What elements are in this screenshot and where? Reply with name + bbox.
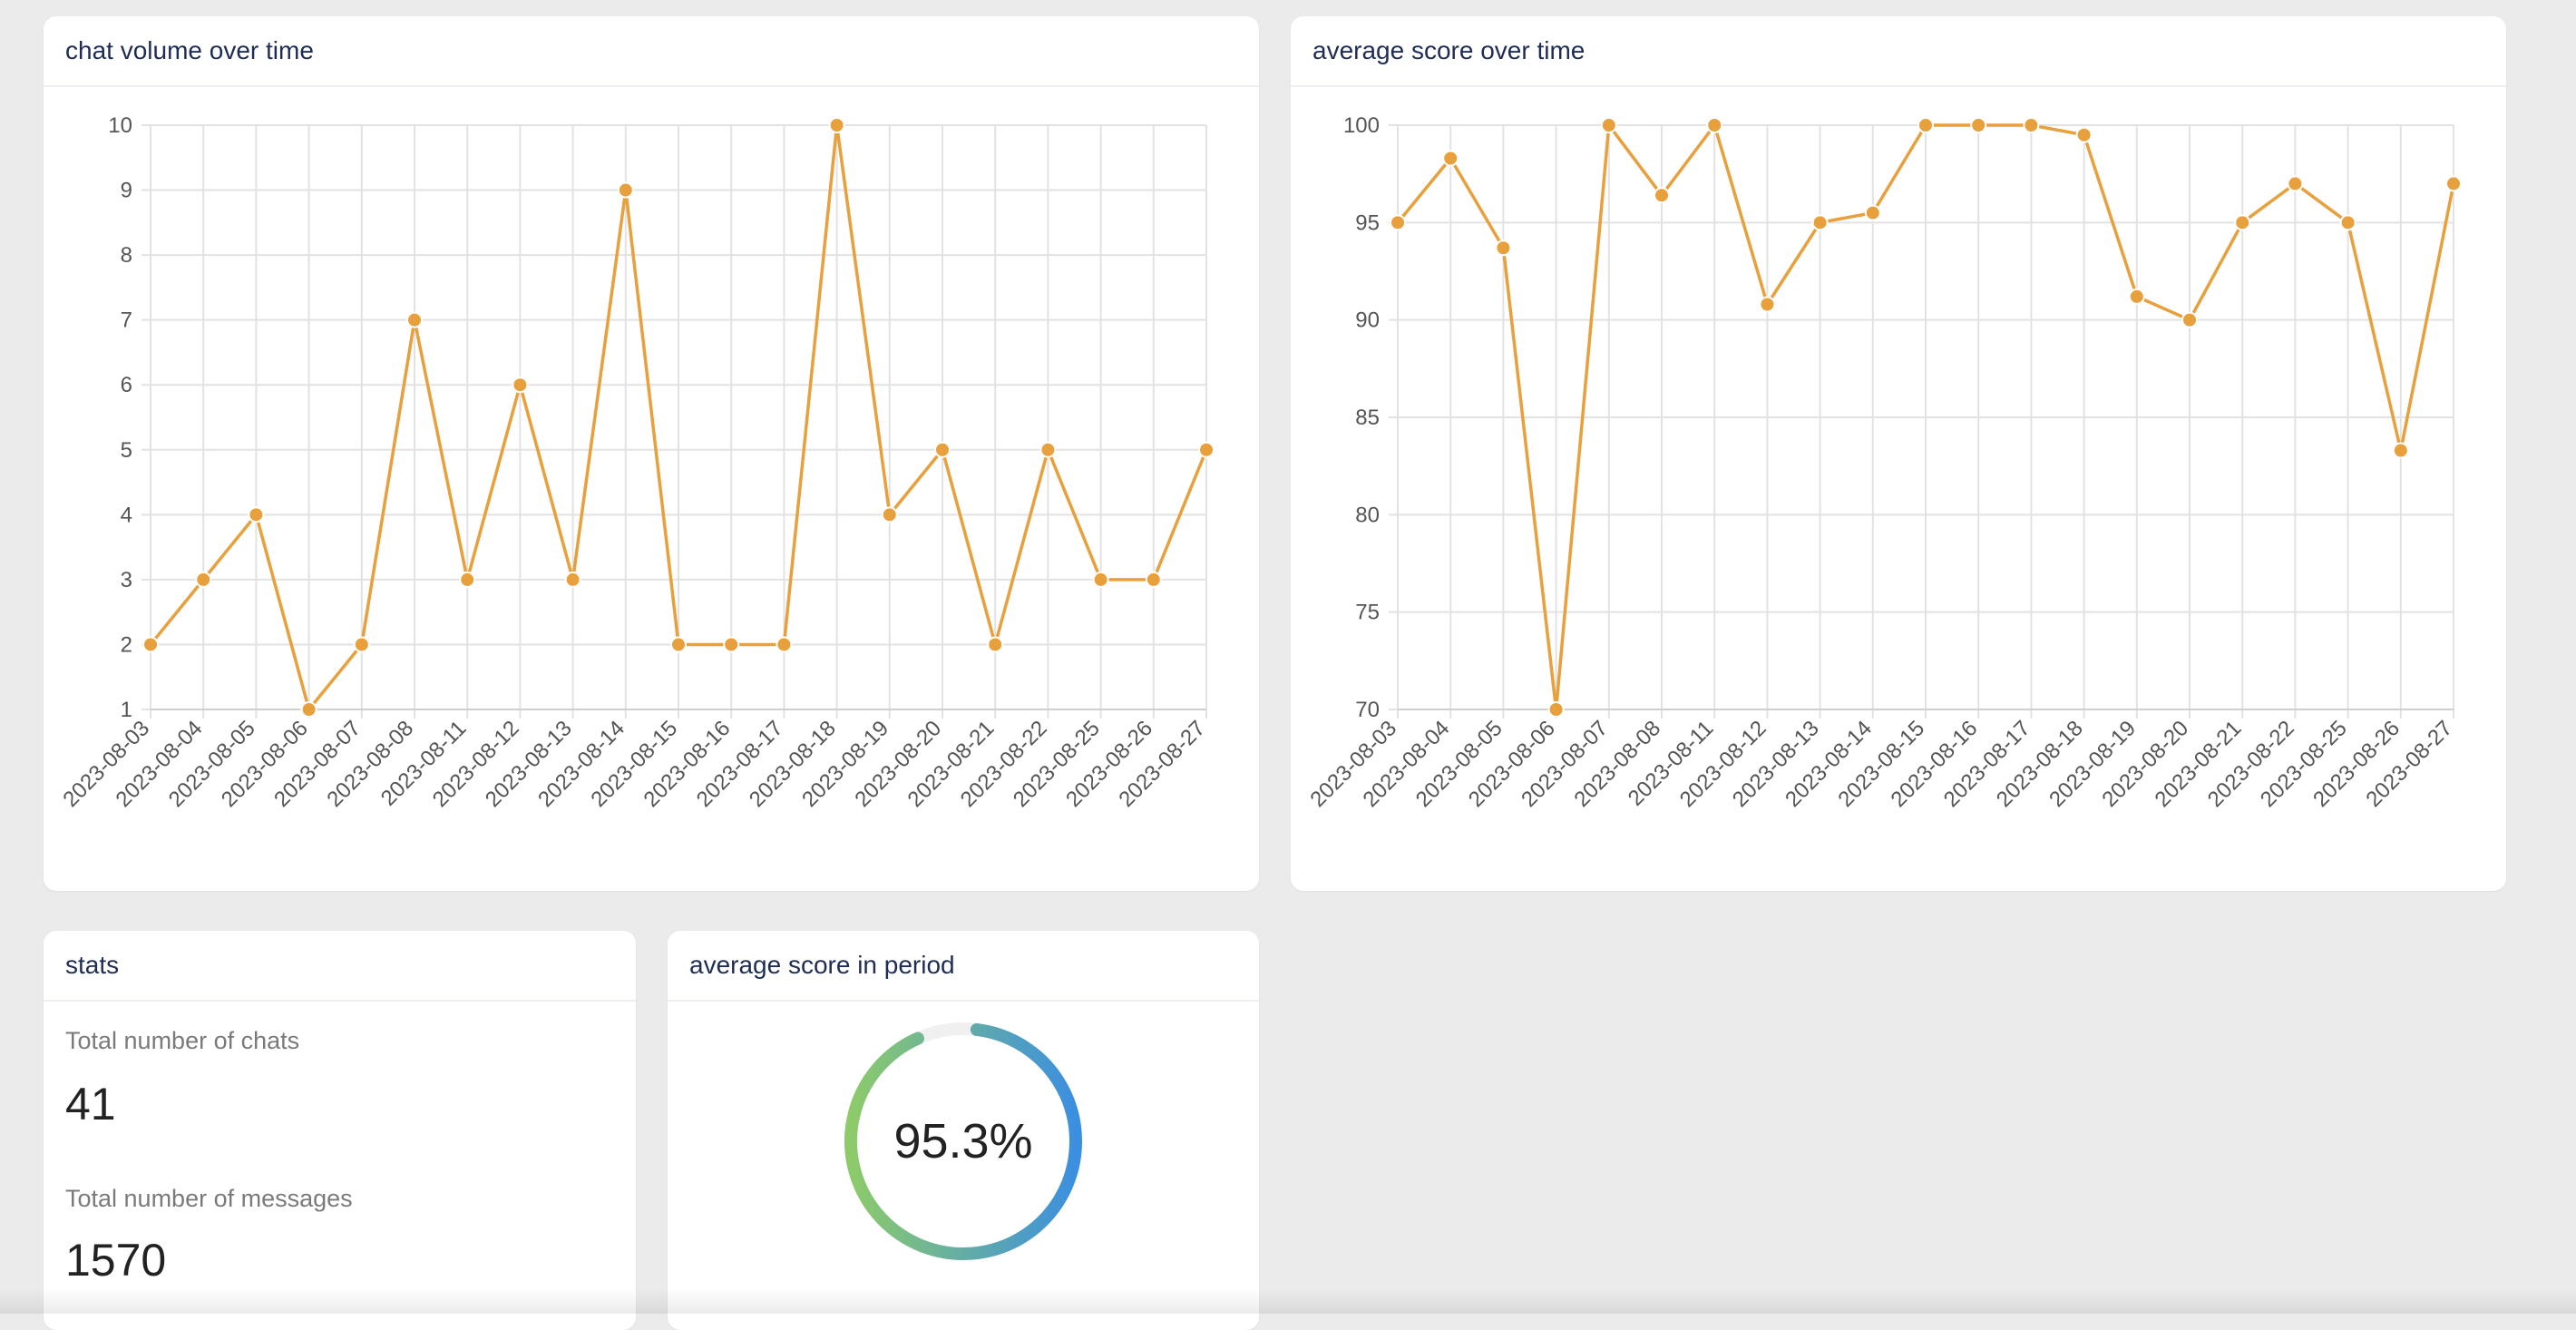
data-point[interactable] xyxy=(1759,296,1776,313)
data-point[interactable] xyxy=(1547,701,1565,718)
y-tick-label: 95 xyxy=(1355,210,1380,235)
data-point[interactable] xyxy=(723,636,740,653)
average-score-period-title: average score in period xyxy=(668,931,1259,1002)
y-tick-label: 3 xyxy=(121,568,132,592)
chat-volume-card: chat volume over time 1 2 3 4 5 6 7 8 9 10 2023-08… xyxy=(44,16,1259,891)
data-point[interactable] xyxy=(300,701,317,718)
y-tick-label: 9 xyxy=(121,179,132,203)
data-point[interactable] xyxy=(1198,441,1215,458)
data-point[interactable] xyxy=(617,181,634,199)
data-point[interactable] xyxy=(776,636,793,653)
average-score-period-card: average score in period 95.3% xyxy=(668,931,1259,1330)
total-messages-label: Total number of messages xyxy=(65,1185,353,1212)
data-point[interactable] xyxy=(670,636,687,653)
total-chats-label: Total number of chats xyxy=(65,1027,300,1054)
data-point[interactable] xyxy=(512,377,529,394)
stats-title: stats xyxy=(44,931,636,1002)
y-tick-label: 8 xyxy=(121,243,132,268)
chat-volume-chart: 123456789102023-08-032023-08-042023-08-0… xyxy=(58,113,1215,812)
data-point[interactable] xyxy=(881,506,898,523)
data-point[interactable] xyxy=(1811,214,1829,231)
y-tick-label: 5 xyxy=(121,438,132,463)
data-point[interactable] xyxy=(564,571,581,588)
data-point[interactable] xyxy=(1390,214,1406,231)
data-point[interactable] xyxy=(1864,204,1881,221)
data-point[interactable] xyxy=(1654,187,1670,204)
data-point[interactable] xyxy=(2023,117,2040,133)
data-point[interactable] xyxy=(1495,240,1512,257)
data-point[interactable] xyxy=(934,441,951,458)
gauge-value-label: 95.3% xyxy=(893,1114,1032,1169)
data-point[interactable] xyxy=(1600,117,1617,133)
chat-volume-title: chat volume over time xyxy=(44,16,1259,87)
data-point[interactable] xyxy=(406,311,423,328)
data-point[interactable] xyxy=(1917,117,1934,133)
data-point[interactable] xyxy=(142,636,159,653)
data-point[interactable] xyxy=(2339,214,2356,231)
data-point[interactable] xyxy=(987,636,1004,653)
y-tick-label: 2 xyxy=(121,632,132,657)
average-score-card: average score over time 70 75 80 85 90 95 100 2… xyxy=(1291,16,2506,891)
total-chats-value: 41 xyxy=(65,1079,116,1130)
y-tick-label: 85 xyxy=(1355,406,1380,430)
data-point[interactable] xyxy=(2445,175,2462,192)
average-score-chart: 7075808590951002023-08-032023-08-042023-… xyxy=(1305,113,2462,812)
y-tick-label: 6 xyxy=(121,373,132,397)
data-point[interactable] xyxy=(353,636,370,653)
data-point[interactable] xyxy=(1092,571,1109,588)
data-point[interactable] xyxy=(1970,117,1987,133)
data-point[interactable] xyxy=(828,117,845,133)
data-point[interactable] xyxy=(248,506,265,523)
data-point[interactable] xyxy=(2181,311,2198,328)
y-tick-label: 10 xyxy=(108,113,132,138)
data-point[interactable] xyxy=(1145,571,1162,588)
y-tick-label: 80 xyxy=(1355,503,1380,527)
y-tick-label: 70 xyxy=(1355,698,1380,722)
data-point[interactable] xyxy=(459,571,476,588)
y-tick-label: 1 xyxy=(121,698,132,722)
data-point[interactable] xyxy=(2234,214,2251,231)
gauge-arc xyxy=(844,1022,1082,1260)
y-tick-label: 90 xyxy=(1355,308,1380,333)
y-tick-label: 75 xyxy=(1355,601,1380,625)
data-point[interactable] xyxy=(1442,150,1459,167)
y-tick-label: 100 xyxy=(1343,113,1380,138)
average-score-title: average score over time xyxy=(1291,16,2506,87)
stats-card: stats Total number of chats 41 Total num… xyxy=(44,931,636,1330)
data-point[interactable] xyxy=(2128,288,2145,305)
data-point[interactable] xyxy=(2392,442,2409,459)
data-point[interactable] xyxy=(2287,175,2304,192)
data-point[interactable] xyxy=(1039,441,1057,458)
y-tick-label: 7 xyxy=(121,308,132,333)
data-point[interactable] xyxy=(2075,126,2093,143)
y-tick-label: 4 xyxy=(121,503,132,527)
score-gauge: 95.3% xyxy=(844,1022,1082,1260)
grid xyxy=(141,124,1207,719)
total-messages-value: 1570 xyxy=(65,1235,167,1286)
data-point[interactable] xyxy=(1706,117,1723,133)
data-point[interactable] xyxy=(195,571,212,588)
